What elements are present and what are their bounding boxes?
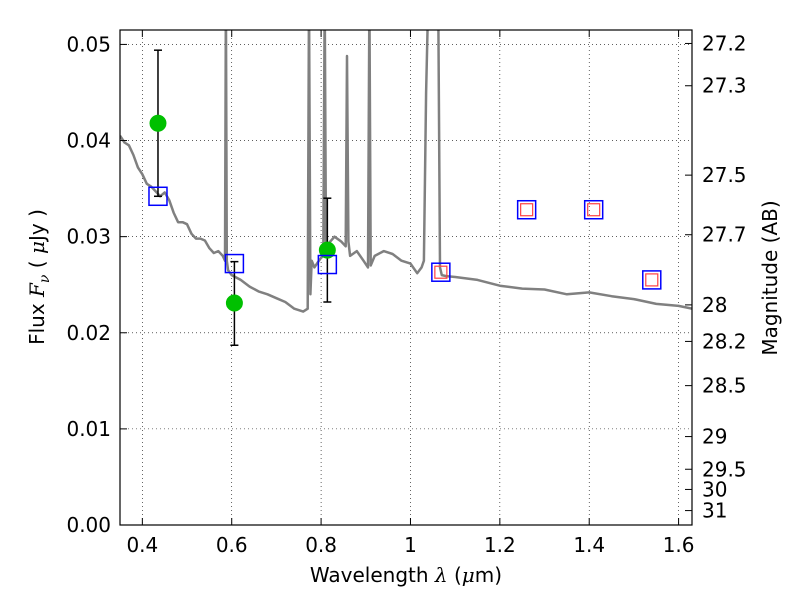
model-photometry-square (148, 186, 168, 207)
x-tick-label: 0.8 (305, 533, 337, 557)
upper-limit-square (645, 273, 659, 287)
y2-axis-title: Magnitude (AB) (758, 200, 782, 355)
model-photometry-square (224, 253, 245, 274)
y-axis-title: Flux Fν ( μJy ) (25, 209, 53, 345)
y2-tick-label: 27.5 (702, 163, 747, 187)
x-tick-label: 0.6 (216, 533, 248, 557)
y-tick-label: 0.01 (66, 417, 111, 441)
tick-labels: 0.4 0.6 0.8 1 1.2 1.4 1.6 0.00 0.01 0.02 0.03 0.04 0… (66, 31, 746, 557)
y2-tick-label: 28 (702, 293, 727, 317)
y-tick-label: 0.05 (66, 32, 111, 56)
observed-point (149, 114, 167, 132)
upper-limit-square (587, 203, 601, 217)
plot-frame (119, 29, 693, 526)
observed-point (318, 241, 336, 259)
y2-tick-label: 27.7 (702, 223, 747, 247)
plot-background (120, 30, 692, 525)
y-tick-label: 0.04 (66, 129, 111, 153)
y2-tick-label: 28.5 (702, 374, 747, 398)
model-photometry-square (642, 270, 662, 290)
x-axis-title: Wavelength λ (μm) (310, 563, 502, 587)
y2-tick-label: 27.2 (702, 31, 747, 55)
observed-point (225, 294, 243, 312)
data-layer (120, 30, 692, 347)
x-tick-label: 1 (404, 533, 417, 557)
y2-tick-label: 30 (702, 477, 727, 501)
y2-tick-label: 29 (702, 425, 727, 449)
y2-tick-label: 31 (702, 499, 727, 523)
model-photometry-square (431, 262, 451, 282)
y2-tick-label: 29.5 (702, 457, 747, 481)
y-tick-label: 0.00 (66, 513, 111, 537)
model-spectrum-line (120, 30, 692, 313)
x-tick-label: 0.4 (126, 533, 158, 557)
model-photometry-square (317, 254, 338, 275)
upper-limit-square (520, 203, 534, 217)
tick-marks (120, 30, 692, 526)
model-photometry-square (516, 199, 537, 220)
model-photometry-square (583, 199, 604, 220)
y-tick-label: 0.03 (66, 225, 111, 249)
upper-limit-square (434, 265, 448, 279)
x-tick-label: 1.4 (573, 533, 605, 557)
y-tick-label: 0.02 (66, 321, 111, 345)
y2-tick-label: 27.3 (702, 74, 747, 98)
y2-tick-label: 28.2 (702, 329, 747, 353)
x-tick-label: 1.6 (663, 533, 695, 557)
x-tick-label: 1.2 (484, 533, 516, 557)
